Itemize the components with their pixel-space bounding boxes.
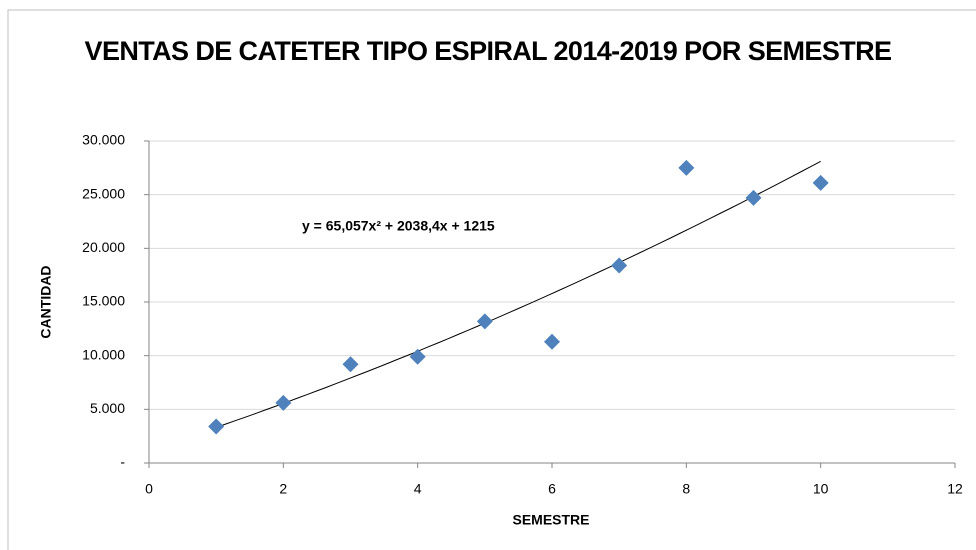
x-axis-title: SEMESTRE bbox=[512, 512, 589, 528]
x-tick-label: 0 bbox=[145, 481, 153, 497]
data-point bbox=[208, 418, 225, 435]
data-point bbox=[611, 257, 628, 274]
data-point bbox=[476, 313, 493, 330]
y-tick-label: 20.000 bbox=[82, 239, 125, 255]
data-point bbox=[409, 348, 426, 365]
chart-border bbox=[7, 9, 976, 550]
x-tick-label: 4 bbox=[414, 481, 422, 497]
y-axis-title: CANTIDAD bbox=[38, 265, 54, 338]
data-point bbox=[678, 159, 695, 176]
trendline-equation: y = 65,057x² + 2038,4x + 1215 bbox=[302, 218, 495, 234]
x-tick-label: 12 bbox=[947, 481, 963, 497]
x-tick-label: 10 bbox=[813, 481, 829, 497]
chart-title: VENTAS DE CATETER TIPO ESPIRAL 2014-2019… bbox=[84, 36, 893, 66]
y-tick-label: 5.000 bbox=[90, 400, 125, 416]
y-tick-label: 15.000 bbox=[82, 293, 125, 309]
data-point bbox=[342, 356, 359, 373]
y-tick-label: 10.000 bbox=[82, 346, 125, 362]
data-point bbox=[745, 189, 762, 206]
trendline bbox=[216, 160, 821, 428]
data-point bbox=[544, 333, 560, 350]
x-tick-label: 2 bbox=[279, 481, 287, 497]
y-tick-label: 30.000 bbox=[82, 132, 125, 148]
x-tick-label: 6 bbox=[548, 481, 556, 497]
data-point bbox=[812, 174, 829, 191]
x-tick-label: 8 bbox=[682, 481, 690, 497]
y-tick-label: 25.000 bbox=[82, 185, 125, 201]
data-point bbox=[275, 394, 292, 411]
y-tick-label: - bbox=[120, 454, 125, 470]
